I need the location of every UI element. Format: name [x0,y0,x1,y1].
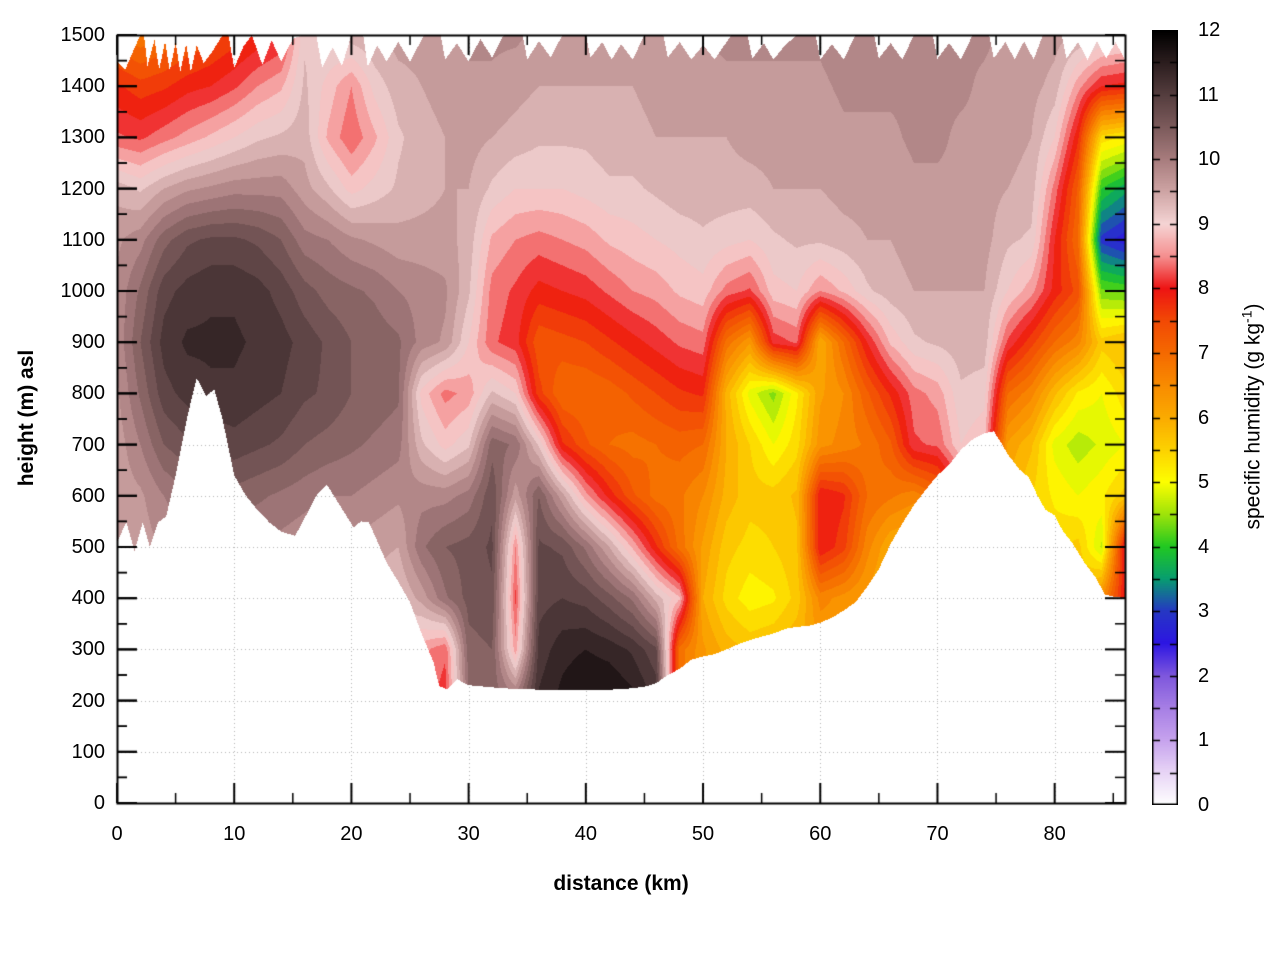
x-tick-label: 50 [691,823,715,845]
y-tick-label: 600 [71,484,105,507]
colorbar-tick-label: 3 [1198,600,1210,623]
colorbar-tick-label: 12 [1198,19,1221,41]
y-tick-label: 1000 [60,280,106,302]
colorbar-tick-label: 4 [1198,535,1210,558]
y-tick-label: 700 [71,433,105,456]
x-tick-label: 10 [223,823,246,845]
y-tick-label: 900 [71,331,105,354]
colorbar-tick-label: 7 [1198,341,1210,364]
y-tick-label: 100 [71,740,105,763]
colorbar-label-superscript: -1 [1238,310,1255,323]
y-tick-label: 1300 [60,126,106,149]
x-tick-label: 0 [111,823,123,845]
colorbar-tick-label: 10 [1198,148,1221,171]
x-tick-label: 20 [340,823,363,845]
colorbar-tick-label: 6 [1198,406,1210,429]
x-tick-label: 60 [809,823,832,845]
x-axis-label: distance (km) [553,872,689,895]
y-axis-label: height (m) asl [15,349,38,487]
y-tick-label: 1400 [60,75,106,98]
y-tick-label: 0 [93,792,105,814]
colorbar-tick-label: 1 [1198,729,1210,752]
y-tick-label: 800 [71,382,105,405]
colorbar-tick-label: 11 [1198,83,1219,106]
y-tick-label: 1500 [60,24,106,46]
contour-plot-canvas [117,35,1125,803]
colorbar-tick-label: 8 [1198,277,1210,300]
colorbar-tick-label: 5 [1198,471,1210,494]
x-tick-label: 80 [1043,823,1066,845]
colorbar-label-prefix: specific humidity (g kg [1241,322,1265,530]
colorbar-label: specific humidity (g kg-1) [1239,202,1266,632]
y-tick-label: 1200 [60,177,106,200]
colorbar-label-suffix: ) [1241,303,1265,311]
colorbar-tick-label: 0 [1198,794,1210,816]
y-tick-label: 500 [71,536,105,558]
colorbar-tick-label: 2 [1198,664,1210,687]
x-tick-label: 30 [457,823,480,845]
y-tick-label: 400 [71,587,105,610]
colorbar-tick-label: 9 [1198,212,1210,235]
y-tick-label: 1100 [61,228,105,251]
colorbar-canvas [1152,30,1178,805]
x-tick-label: 40 [574,823,597,845]
y-tick-label: 200 [71,689,105,712]
x-tick-label: 70 [926,823,949,845]
y-tick-label: 300 [71,638,105,661]
